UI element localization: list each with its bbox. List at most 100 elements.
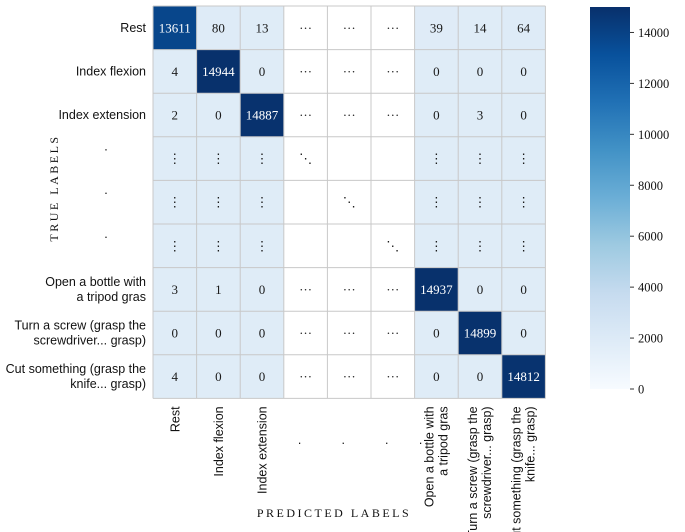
column-label: Index flexion [212, 406, 226, 476]
column-label: Open a bottle witha tripod gras [422, 406, 450, 507]
column-label-dot: . [341, 433, 344, 447]
cell-value-label: ··· [343, 20, 356, 35]
cell-value-label: ⋮ [212, 151, 225, 166]
cell-value-label: 4 [172, 369, 179, 384]
cell-value-label: ··· [386, 64, 399, 79]
heatmap-cell [414, 311, 459, 355]
cell-value-label: ⋮ [168, 238, 181, 253]
cell-value-label: ⋮ [256, 195, 269, 210]
row-label-line: Index flexion [76, 64, 146, 78]
heatmap-cell [501, 136, 546, 181]
row-label: Index extension [58, 108, 146, 122]
heatmap-cell [196, 180, 241, 224]
cell-value-label: 80 [212, 20, 225, 35]
cell-value-label: ⋱ [386, 238, 399, 253]
cell-value-label: ⋮ [256, 151, 269, 166]
heatmap-cell [327, 93, 371, 137]
cell-value-label: 0 [215, 326, 222, 341]
cell-value-label: ··· [299, 282, 312, 297]
heatmap-cell [153, 93, 197, 137]
cell-value-label: 39 [430, 20, 443, 35]
heatmap-cell [153, 180, 197, 224]
y-axis-label: TRUE LABELS [47, 134, 61, 241]
heatmap-cell [283, 180, 328, 224]
row-label-line: a tripod gras [77, 290, 146, 304]
heatmap-cell [240, 180, 284, 224]
cell-value-label: ··· [386, 108, 399, 123]
column-label-dot: . [385, 433, 388, 447]
row-label: Cut something (grasp the knife... grasp) [6, 362, 146, 391]
colorbar-tick-label: 0 [638, 383, 644, 397]
heatmap-cell [196, 354, 241, 399]
cell-value-label: 0 [433, 64, 440, 79]
cell-value-label: ··· [299, 64, 312, 79]
heatmap-grid [152, 5, 546, 399]
cell-value-label: ⋮ [256, 238, 269, 253]
column-labels: Rest Index flexion Index extension... Open … [168, 406, 537, 532]
heatmap-cell [196, 49, 241, 94]
heatmap-cell [501, 354, 546, 399]
heatmap-cell [283, 267, 328, 312]
row-label-line: . [104, 183, 107, 197]
cell-value-label: ··· [299, 20, 312, 35]
cell-value-label: 3 [477, 108, 484, 123]
cell-value-label: ⋮ [517, 238, 530, 253]
row-label: Open a bottle with a tripod gras [45, 275, 146, 304]
cell-value-label: ⋮ [474, 151, 487, 166]
heatmap-cell [501, 311, 546, 355]
heatmap-cell [371, 49, 415, 94]
cell-value-label: 0 [215, 108, 222, 123]
row-label-line: screwdriver... grasp) [33, 334, 146, 348]
row-label-line: Rest [120, 21, 146, 35]
heatmap-cell [371, 354, 415, 399]
cell-value-label: ··· [343, 326, 356, 341]
cell-value-label: 0 [477, 369, 484, 384]
heatmap-cell [458, 93, 502, 137]
cell-value-label: ··· [386, 369, 399, 384]
cell-value-label: 3 [172, 282, 179, 297]
cell-value-label: 0 [259, 282, 266, 297]
x-axis-label: PREDICTED LABELS [257, 506, 411, 520]
heatmap-cell [501, 49, 546, 94]
row-label: . [104, 140, 107, 154]
cell-value-label: ··· [299, 369, 312, 384]
heatmap-cell [414, 267, 459, 312]
column-label-line: a tripod gras [436, 406, 450, 475]
row-label: Index flexion [76, 64, 146, 78]
colorbar-tick-label: 2000 [638, 332, 663, 346]
heatmap-cell [153, 6, 197, 50]
cell-value-label: ··· [299, 326, 312, 341]
colorbar-tick-label: 4000 [638, 281, 663, 295]
cell-value-label: ⋮ [430, 238, 443, 253]
row-label-line: . [104, 140, 107, 154]
cell-value-label: ⋮ [517, 151, 530, 166]
row-label-line: knife... grasp) [70, 377, 146, 391]
heatmap-cell [153, 224, 197, 268]
cell-value-label: ··· [343, 64, 356, 79]
column-label: Rest [168, 406, 182, 432]
heatmap-cell [283, 136, 328, 181]
cell-value-label: ⋮ [168, 151, 181, 166]
heatmap-cell [414, 354, 459, 399]
heatmap-cell [196, 267, 241, 312]
row-label: Rest [120, 21, 146, 35]
cell-value-label: ⋱ [299, 151, 312, 166]
heatmap-cell [240, 136, 284, 181]
cell-value-label: 0 [477, 282, 484, 297]
heatmap-cell [240, 6, 284, 50]
column-label-line: Index extension [256, 406, 270, 494]
cell-value-label: 0 [520, 326, 527, 341]
cell-value-label: 0 [520, 108, 527, 123]
cell-value-label: 4 [172, 64, 179, 79]
heatmap-cell [283, 311, 328, 355]
heatmap-cell [501, 224, 546, 268]
heatmap-cell [153, 354, 197, 399]
column-label-line: Turn a screw (grasp the [466, 406, 480, 532]
column-label-line: Index flexion [212, 406, 226, 476]
heatmap-cell [501, 6, 546, 50]
colorbar-gradient [590, 7, 630, 389]
heatmap-cell [196, 224, 241, 268]
row-label-line: . [104, 227, 107, 241]
cell-value-label: 0 [433, 108, 440, 123]
cell-value-label: 14899 [464, 326, 497, 341]
